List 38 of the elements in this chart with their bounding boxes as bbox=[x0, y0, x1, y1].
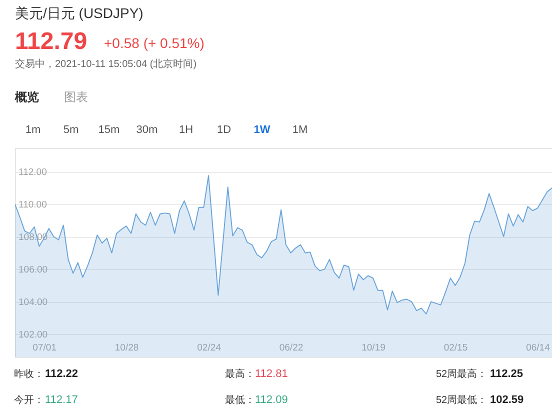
text: 最低： bbox=[225, 395, 255, 406]
text: 1H bbox=[178, 124, 194, 136]
text: 112.17 bbox=[45, 394, 78, 406]
text: 52周最低： bbox=[436, 395, 488, 406]
x-tick-label: 10/19 bbox=[362, 342, 386, 354]
y-tick-label: 112.00 bbox=[18, 167, 47, 178]
text: 112.22 bbox=[45, 368, 78, 380]
text: 1M bbox=[292, 124, 308, 136]
text: 概览 bbox=[14, 90, 39, 104]
text: 1W bbox=[254, 124, 271, 136]
x-tick-label: 06/22 bbox=[279, 342, 304, 354]
text: 1m bbox=[25, 124, 41, 136]
text: 5m bbox=[63, 124, 79, 136]
text: 52周最高： bbox=[436, 368, 488, 380]
y-tick-label: 102.00 bbox=[18, 330, 48, 341]
y-tick-label: 104.00 bbox=[18, 297, 48, 308]
text: 今开： bbox=[14, 394, 44, 406]
chart-title: 美元/日元 (USDJPY) bbox=[15, 5, 144, 21]
text: 112.09 bbox=[255, 394, 288, 406]
text: 交易中，2021-10-11 15:05:04 (北京时间) bbox=[15, 58, 197, 70]
text: 112.25 bbox=[490, 368, 524, 380]
x-tick-label: 06/14 bbox=[526, 342, 550, 354]
x-tick-label: 02/15 bbox=[444, 342, 468, 354]
text: 112.81 bbox=[255, 368, 288, 380]
text: 112.79 bbox=[15, 28, 88, 55]
text: 30m bbox=[136, 124, 158, 136]
x-tick-label: 07/01 bbox=[32, 342, 56, 354]
x-tick-label: 02/24 bbox=[197, 342, 221, 354]
y-tick-label: 106.00 bbox=[18, 264, 48, 276]
text: 昨收： bbox=[14, 368, 44, 380]
text: 最高： bbox=[225, 368, 255, 380]
text: 102.59 bbox=[490, 394, 524, 406]
text: 图表 bbox=[64, 90, 88, 104]
text: 15m bbox=[98, 124, 120, 136]
text: 1D bbox=[216, 124, 232, 136]
text: +0.58 (+ 0.51%) bbox=[104, 35, 204, 51]
y-tick-label: 110.00 bbox=[18, 200, 47, 211]
x-tick-label: 10/28 bbox=[114, 342, 139, 354]
